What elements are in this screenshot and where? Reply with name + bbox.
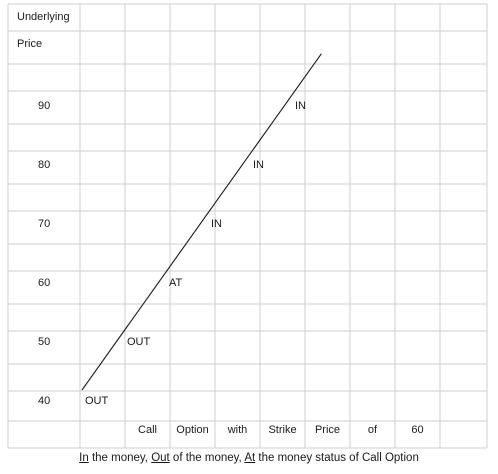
annotation-label: IN (211, 218, 222, 230)
annotation-label: OUT (127, 336, 151, 348)
x-label-word: Option (176, 424, 208, 436)
caption-at: At (244, 452, 256, 464)
x-label-word: 60 (411, 424, 423, 436)
x-label-word: with (227, 424, 248, 436)
chart-labels: Underlying Price 90 80 70 60 50 40 Call Option wit… (17, 11, 424, 436)
annotation-label: IN (295, 100, 306, 112)
chart: Underlying Price 90 80 70 60 50 40 Call Option wit… (7, 3, 488, 449)
y-tick-label: 60 (38, 277, 50, 289)
caption-out-rest: of the money, (169, 452, 245, 464)
price-line (81, 53, 322, 391)
y-tick-label: 50 (38, 336, 50, 348)
y-axis-title-line: Underlying (17, 11, 70, 23)
x-label-word: Price (315, 424, 340, 436)
x-label-word: Call (138, 424, 157, 436)
y-tick-label: 40 (38, 395, 50, 407)
x-label-word: Strike (268, 424, 296, 436)
x-label-word: of (368, 424, 378, 436)
caption-at-rest: the money status of Call Option (255, 452, 419, 464)
chart-grid (7, 3, 488, 449)
y-tick-label: 70 (38, 218, 50, 230)
caption-out: Out (151, 452, 170, 464)
y-tick-label: 90 (38, 100, 50, 112)
y-tick-label: 80 (38, 159, 50, 171)
annotation-label: OUT (85, 395, 109, 407)
y-axis-title-line: Price (17, 38, 42, 50)
chart-caption: In the money, Out of the money, At the m… (0, 452, 498, 464)
caption-in-rest: the money, (88, 452, 152, 464)
caption-in: In (79, 452, 89, 464)
chart-series: OUT OUT AT IN IN IN (81, 53, 322, 407)
annotation-label: AT (169, 277, 183, 289)
annotation-label: IN (253, 159, 264, 171)
